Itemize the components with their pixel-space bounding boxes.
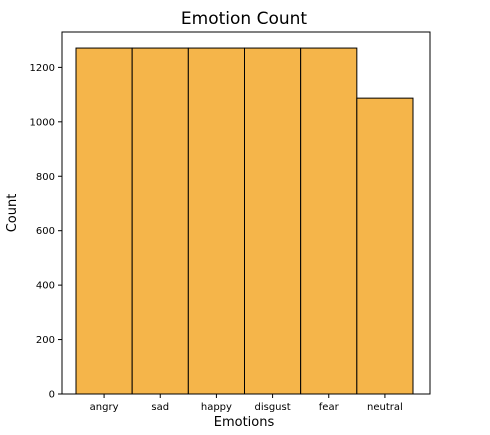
bar-neutral	[356, 97, 414, 395]
bar-fear	[300, 47, 358, 395]
y-tick-label: 1200	[30, 63, 55, 74]
chart-title: Emotion Count	[181, 9, 307, 29]
bar-disgust	[244, 47, 302, 395]
x-tick-label: angry	[90, 402, 119, 413]
y-tick-label: 600	[36, 226, 55, 237]
plot-frame	[61, 31, 431, 395]
x-tick-label: sad	[151, 402, 169, 413]
x-tick-label: fear	[319, 402, 340, 413]
y-tick-label: 200	[36, 335, 55, 346]
bar-angry	[75, 47, 133, 395]
y-axis-label: Count	[5, 194, 20, 233]
y-tick-label: 0	[49, 390, 55, 401]
y-tick-label: 1000	[30, 117, 55, 128]
y-tick-label: 800	[36, 172, 55, 183]
bars-group	[75, 47, 414, 395]
bar-sad	[131, 47, 189, 395]
x-axis-ticks: angry sad happy disgust fear neutral	[90, 394, 403, 413]
x-tick-label: disgust	[255, 402, 291, 413]
y-tick-label: 400	[36, 281, 55, 292]
x-tick-label: happy	[201, 402, 232, 413]
x-tick-label: neutral	[367, 402, 403, 413]
y-axis-ticks: 0 200 400 600 800 1000 1200	[30, 63, 62, 401]
bar-happy	[187, 47, 245, 395]
x-axis-label: Emotions	[214, 415, 275, 430]
